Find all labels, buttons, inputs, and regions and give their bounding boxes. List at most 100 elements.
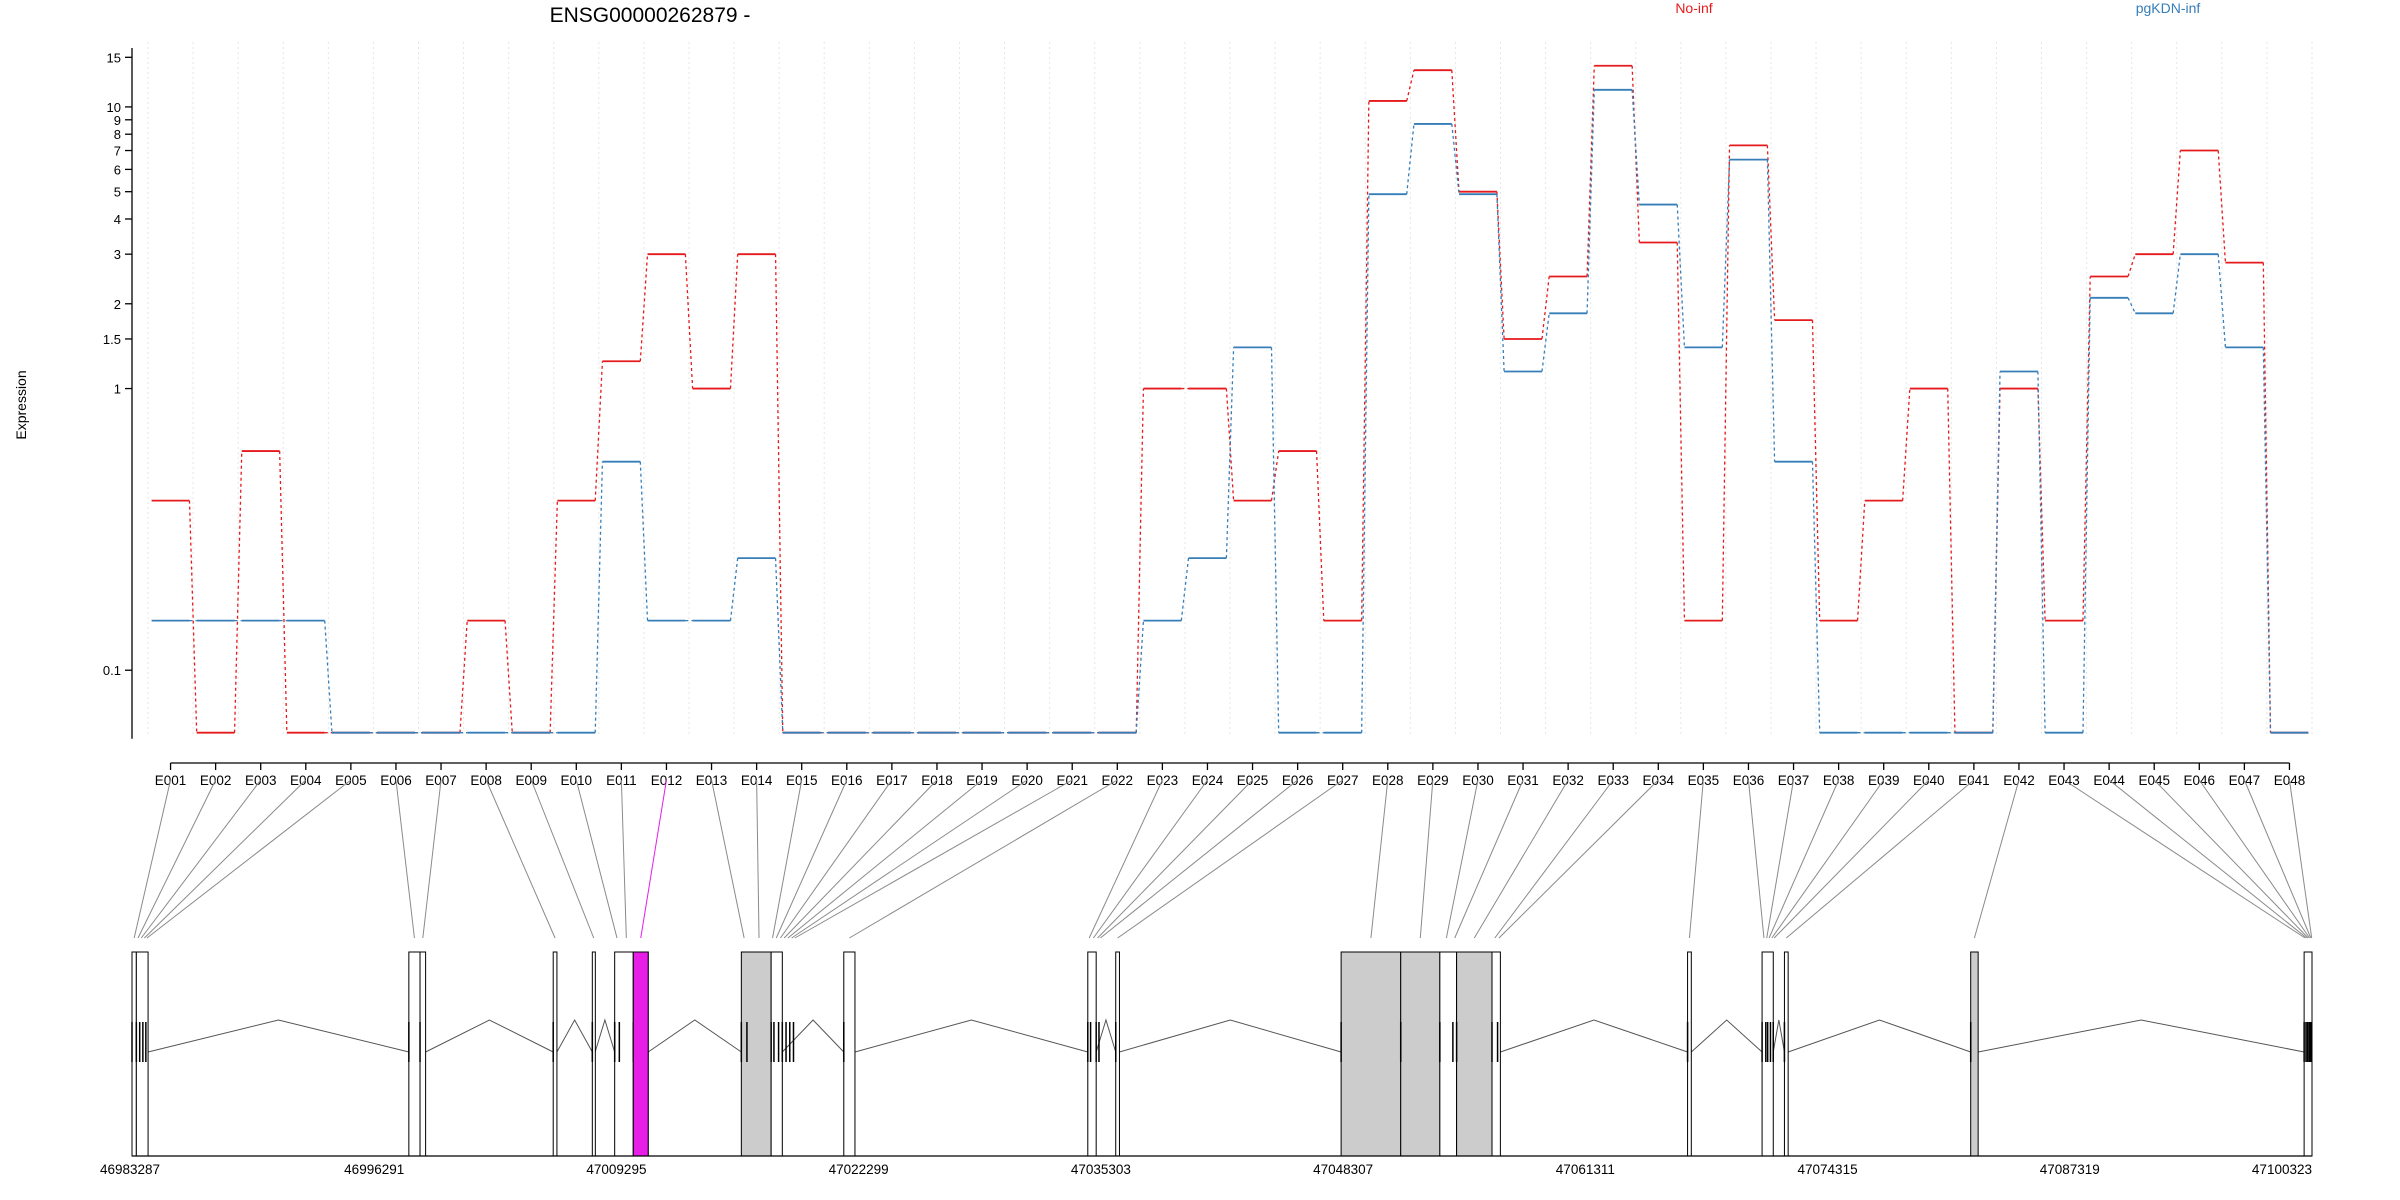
series-connector bbox=[1135, 388, 1145, 733]
exon-block bbox=[1439, 951, 1458, 1157]
series-connector bbox=[233, 451, 243, 733]
y-axis-label: Expression bbox=[13, 370, 29, 439]
y-tick-label: 7 bbox=[114, 144, 121, 159]
exon-connector-line bbox=[133, 779, 172, 939]
series-connector bbox=[1225, 347, 1235, 559]
series-connector bbox=[459, 620, 468, 733]
exon-connector-line bbox=[1445, 779, 1479, 939]
exon-connector-line bbox=[530, 779, 595, 939]
series-connector bbox=[1586, 65, 1595, 277]
exon-block bbox=[1087, 951, 1097, 1157]
intron-line bbox=[425, 1019, 554, 1053]
genomic-tick-label: 47061311 bbox=[1556, 1162, 1615, 1177]
series-connector bbox=[2127, 297, 2136, 314]
intron-line bbox=[1978, 1019, 2305, 1053]
exon-connectors bbox=[133, 779, 2313, 939]
exon-connector-line bbox=[775, 779, 848, 939]
exon-connector-line bbox=[794, 779, 1073, 939]
genomic-tick-label: 47035303 bbox=[1071, 1162, 1131, 1177]
series-connector bbox=[549, 500, 559, 733]
exon-connector-line bbox=[1766, 779, 1795, 939]
exon-connector-line bbox=[1473, 779, 1569, 939]
series-connector bbox=[1721, 159, 1731, 348]
exon-block bbox=[1340, 951, 1402, 1157]
y-tick-label: 6 bbox=[114, 162, 121, 177]
genomic-tick-label: 47087319 bbox=[2040, 1162, 2100, 1177]
series-connector bbox=[1901, 388, 1911, 501]
exon-connector-line bbox=[1771, 779, 1885, 939]
genomic-tick-label: 46996291 bbox=[344, 1162, 404, 1177]
intron-line bbox=[647, 1019, 742, 1053]
exon-connector-line bbox=[1773, 779, 1930, 939]
series-connector bbox=[1992, 371, 2001, 733]
series-connector bbox=[1631, 89, 1641, 205]
intron-line bbox=[1119, 1019, 1342, 1053]
series-connector bbox=[1496, 191, 1505, 339]
series-connector bbox=[639, 461, 649, 621]
series-connector bbox=[774, 558, 784, 733]
transcript-model bbox=[131, 951, 2313, 1157]
exon-connector-line bbox=[1117, 779, 1343, 939]
series-connector bbox=[1586, 89, 1595, 314]
exon-connector-line bbox=[2198, 779, 2311, 939]
exon-block bbox=[1970, 951, 1979, 1157]
y-tick-label: 4 bbox=[114, 212, 121, 227]
series-connector bbox=[1541, 313, 1550, 372]
exon-connector-line bbox=[1088, 779, 1163, 939]
series-connector bbox=[1766, 145, 1776, 321]
y-tick-label: 0.1 bbox=[103, 663, 121, 678]
exon-connector-line bbox=[422, 779, 442, 939]
legend-no-inf: No-inf bbox=[1675, 0, 1712, 16]
exon-block bbox=[843, 951, 856, 1157]
genomic-tick-label: 46983287 bbox=[100, 1162, 160, 1177]
series-connector bbox=[2217, 150, 2227, 263]
series-connector bbox=[2037, 371, 2046, 733]
exon-connector-line bbox=[140, 779, 262, 939]
x-axis: E001 E002 E003 E004 E005 E006 E007 E008 E009 E010… bbox=[155, 762, 2305, 788]
genomic-tick-label: 47022299 bbox=[829, 1162, 889, 1177]
genomic-tick-label: 47100323 bbox=[2252, 1162, 2312, 1177]
exon-connector-line bbox=[2063, 779, 2306, 939]
series-connector bbox=[1992, 388, 2001, 733]
series-connector bbox=[278, 451, 288, 733]
series-connector bbox=[1451, 70, 1460, 192]
series-connector bbox=[1856, 500, 1866, 621]
series-connector bbox=[1541, 276, 1550, 340]
series-connector bbox=[1270, 347, 1280, 733]
exon-connector-line bbox=[1100, 779, 1298, 939]
intron-line bbox=[1500, 1019, 1688, 1053]
exon-connector-line bbox=[485, 779, 556, 939]
series-lines bbox=[151, 64, 2309, 734]
intron-line bbox=[594, 1018, 616, 1053]
exon-connector-line bbox=[772, 779, 803, 939]
exon-connector-line bbox=[849, 779, 1118, 939]
exon-connector-line bbox=[1370, 779, 1389, 939]
series-connector bbox=[594, 361, 604, 501]
series-connector bbox=[188, 500, 198, 733]
y-tick-label: 3 bbox=[114, 247, 121, 262]
exon-connector-line bbox=[1768, 779, 1840, 939]
exon-connector-line bbox=[2243, 779, 2312, 939]
series-connector bbox=[2127, 253, 2136, 277]
exon-block bbox=[1491, 951, 1501, 1157]
y-tick-label: 10 bbox=[107, 100, 121, 115]
genomic-tick-label: 47009295 bbox=[586, 1162, 646, 1177]
legend-pgkdn-inf: pgKDN-inf bbox=[2136, 0, 2201, 16]
exon-connector-line bbox=[780, 779, 893, 939]
y-tick-label: 1 bbox=[114, 382, 121, 397]
intron-line bbox=[1787, 1019, 1971, 1053]
series-connector bbox=[1721, 145, 1731, 621]
y-tick-label: 8 bbox=[114, 127, 121, 142]
series-connector bbox=[504, 620, 513, 733]
exon-connector-line bbox=[1092, 779, 1208, 939]
exon-connector-line bbox=[1494, 779, 1614, 939]
exon-block bbox=[614, 951, 634, 1157]
series-connector bbox=[1360, 100, 1370, 621]
exon-connector-line bbox=[711, 779, 745, 939]
y-tick-label: 9 bbox=[114, 113, 121, 128]
exon-connector-line bbox=[137, 779, 217, 939]
chart-title: ENSG00000262879 - bbox=[550, 4, 751, 27]
exon-connector-line bbox=[1097, 779, 1253, 939]
genomic-axis: 46983287 46996291 47009295 47022299 47035303… bbox=[100, 1155, 2312, 1177]
exon-connector-line bbox=[575, 779, 618, 939]
